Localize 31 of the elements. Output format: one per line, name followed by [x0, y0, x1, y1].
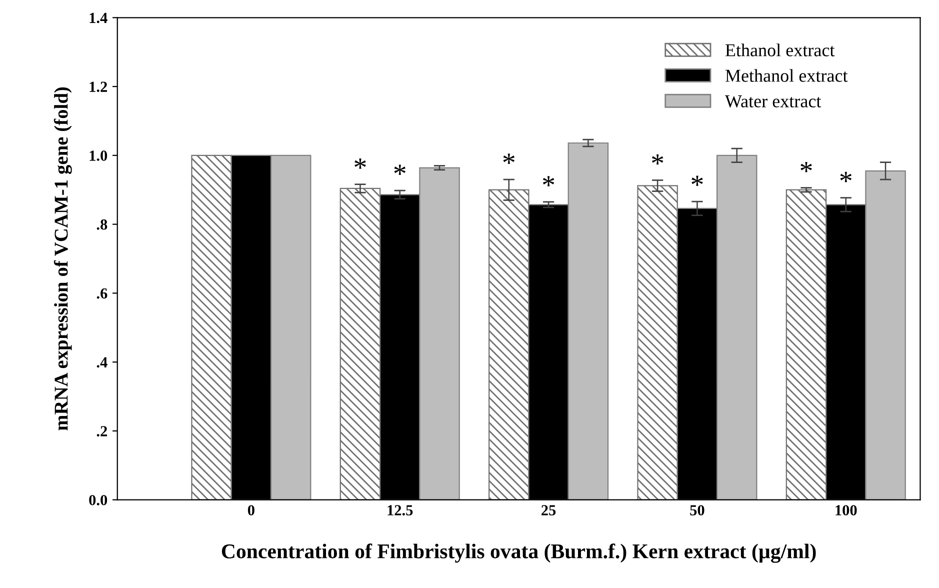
- bar: [340, 188, 381, 500]
- legend-label: Methanol extract: [725, 69, 848, 82]
- y-tick-label: .4: [96, 357, 108, 368]
- data-label: *: [840, 172, 852, 182]
- data-label: *: [652, 154, 664, 165]
- bar: [637, 185, 678, 500]
- legend-label: Ethanol extract: [725, 44, 835, 56]
- bar: [488, 189, 530, 500]
- y-tick-label: 1.4: [90, 12, 108, 24]
- y-tick-label: 1.2: [90, 82, 107, 92]
- y-tick-label: .6: [96, 288, 108, 299]
- y-tick-label: .8: [96, 219, 108, 230]
- y-tick-label: 1.0: [90, 150, 108, 161]
- x-tick-label: 50: [690, 505, 704, 516]
- data-label: *: [800, 162, 812, 172]
- x-tick-label: 100: [836, 505, 857, 516]
- x-tick-label: 25: [542, 505, 556, 516]
- y-tick-label: 0.0: [89, 494, 108, 506]
- data-label: *: [542, 176, 554, 186]
- legend-label: Water extract: [724, 95, 822, 108]
- x-axis-title: Concentration of Fimbristylis ovata (Burm.f.) Kern extract (µg/ml): [222, 544, 816, 563]
- bar: [786, 189, 827, 500]
- data-label: *: [354, 158, 366, 169]
- data-label: *: [692, 176, 703, 186]
- data-label: *: [503, 154, 514, 164]
- x-tick-label: 12.5: [388, 505, 413, 516]
- x-tick-label: 0: [248, 505, 254, 516]
- y-axis-title: mRNA expression of VCAM-1 gene (fold): [54, 87, 72, 430]
- bar: [191, 154, 232, 500]
- data-label: *: [394, 164, 406, 175]
- y-tick-label: .2: [96, 426, 107, 436]
